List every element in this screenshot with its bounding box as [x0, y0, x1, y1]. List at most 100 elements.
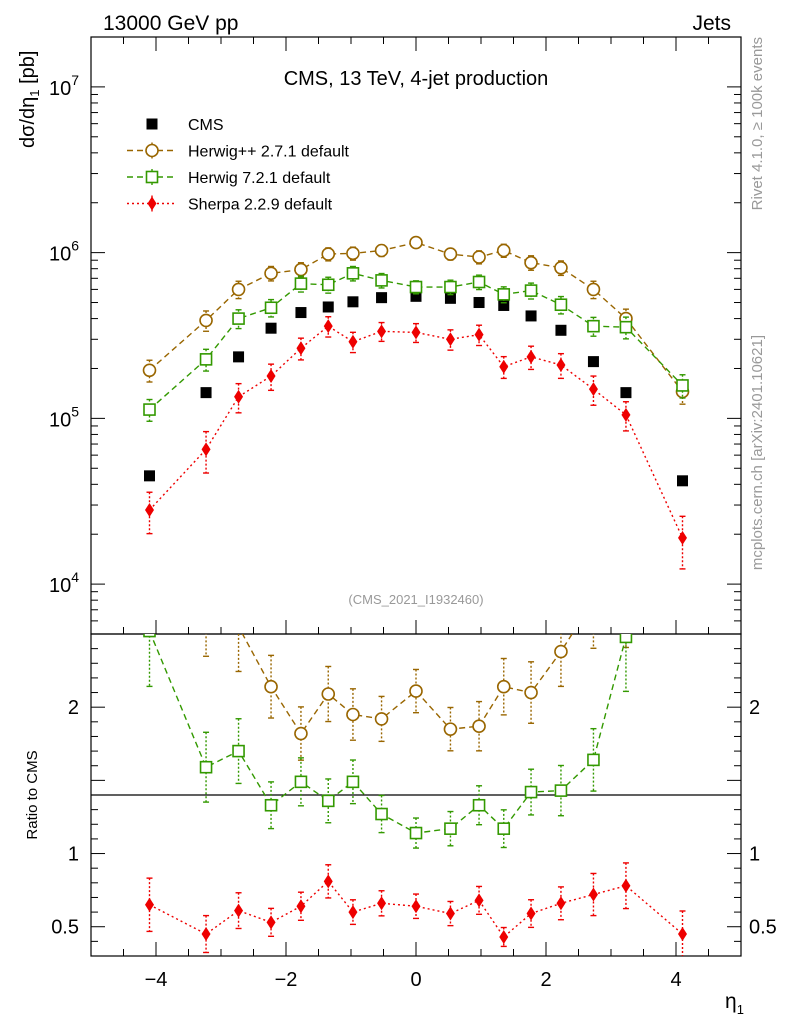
data-point-cms	[265, 322, 277, 334]
ratio-point-hpp	[233, 621, 245, 633]
x-tick-label: −4	[145, 969, 168, 991]
series-line-h7	[149, 272, 684, 411]
data-point-hpp	[294, 262, 308, 277]
ratio-error-bar-hpp	[235, 634, 242, 673]
ratio-point-hpp	[346, 707, 360, 722]
error-bar-hpp	[146, 359, 153, 383]
data-point-h7	[554, 298, 568, 312]
series-layer	[142, 235, 690, 956]
data-point-h7	[472, 275, 486, 289]
legend-label-hpp: Herwig++ 2.7.1 default	[188, 144, 350, 161]
legend-label-h7: Herwig 7.2.1 default	[188, 170, 331, 187]
data-point-hpp	[496, 243, 511, 258]
ratio-point-sherpa	[377, 896, 387, 911]
data-point-h7	[524, 284, 538, 297]
ratio-point-hpp	[443, 722, 458, 736]
ratio-point-sherpa	[445, 906, 455, 921]
header-right-label: Jets	[692, 12, 731, 35]
ratio-point-h7	[346, 775, 360, 789]
data-point-h7	[143, 403, 156, 416]
data-point-sherpa	[201, 442, 211, 457]
error-bar-sherpa	[622, 401, 629, 432]
data-point-hpp	[374, 243, 389, 258]
data-point-sherpa	[474, 327, 484, 342]
data-point-cms	[347, 296, 359, 308]
ratio-point-sherpa	[588, 887, 598, 902]
ratio-point-hpp	[374, 712, 389, 726]
ratio-point-sherpa	[621, 878, 631, 893]
data-point-h7	[264, 301, 278, 315]
x-tick-label: 2	[540, 969, 551, 991]
svg-text:η1: η1	[725, 990, 744, 1017]
data-point-hpp	[264, 266, 278, 281]
axis-ticks: −4 −2 0 2 4 104 105 106 107 0.5 0.5 1 1 2 2	[49, 36, 777, 991]
series-cms	[144, 290, 688, 487]
data-point-hpp	[472, 250, 486, 264]
svg-text:dσ/dη1 [pb]: dσ/dη1 [pb]	[17, 51, 42, 148]
ratio-point-sherpa	[499, 929, 509, 944]
ratio-point-sherpa	[474, 893, 484, 908]
ratio-error-bar-hpp	[622, 634, 629, 649]
data-point-cms	[322, 301, 334, 313]
y-tick-label: 105	[49, 403, 79, 431]
data-point-sherpa	[678, 530, 687, 545]
x-axis-label: η1	[725, 990, 744, 1017]
ratio-point-hpp	[587, 594, 599, 606]
data-point-sherpa	[348, 334, 358, 349]
data-point-h7	[619, 320, 633, 334]
legend-item-cms: CMS	[146, 117, 224, 134]
data-point-sherpa	[377, 324, 387, 339]
mcplots-label: mcplots.cern.ch [arXiv:2401.10621]	[749, 335, 766, 570]
ratio-error-bar-h7	[297, 757, 304, 807]
ratio-error-bar-hpp	[528, 661, 535, 724]
data-point-h7	[444, 280, 457, 294]
legend-item-sherpa: Sherpa 2.2.9 default	[127, 195, 333, 214]
y-tick-label: 107	[49, 72, 79, 100]
data-point-cms	[555, 324, 567, 336]
ratio-tick-label: 1	[749, 844, 760, 866]
x-tick-label: 0	[410, 969, 421, 991]
data-point-hpp	[321, 247, 336, 261]
data-point-h7	[375, 274, 388, 287]
ratio-point-h7	[524, 785, 538, 799]
ratio-line-h7	[149, 634, 628, 834]
ratio-point-hpp	[620, 584, 632, 596]
error-bar-hpp	[203, 310, 210, 332]
data-point-h7	[199, 353, 213, 366]
ratio-error-bar-hpp	[378, 695, 385, 743]
data-point-sherpa	[621, 407, 631, 422]
ratio-point-sherpa	[145, 897, 154, 912]
legend: CMS Herwig++ 2.7.1 default Herwig 7.2.1 de…	[127, 117, 350, 214]
ratio-point-h7	[472, 798, 486, 812]
ratio-error-bar-hpp	[680, 414, 686, 576]
ratio-point-hpp	[554, 644, 568, 659]
data-point-cms	[376, 292, 388, 304]
y-tick-label: 104	[49, 569, 79, 597]
error-bar-h7	[203, 348, 210, 372]
error-bar-sherpa	[528, 345, 535, 371]
ratio-error-bar-hpp	[325, 665, 332, 723]
data-point-cms	[587, 356, 599, 368]
ratio-point-sherpa	[266, 915, 276, 930]
main-plot-area	[142, 235, 690, 570]
error-bar-sherpa	[235, 382, 242, 414]
ratio-point-h7	[232, 744, 245, 758]
data-point-hpp	[524, 255, 538, 270]
ratio-point-sherpa	[556, 896, 566, 911]
ratio-point-h7	[199, 760, 213, 774]
ratio-point-hpp	[264, 679, 278, 694]
data-point-cms	[498, 299, 510, 311]
data-point-sherpa	[323, 319, 333, 334]
ratio-error-bar-sherpa	[622, 862, 629, 910]
ratio-error-bar-sherpa	[203, 914, 210, 954]
error-bar-sherpa	[476, 324, 483, 347]
legend-marker-cms	[146, 118, 158, 130]
data-point-h7	[321, 278, 335, 292]
data-point-sherpa	[499, 359, 509, 374]
ratio-point-sherpa	[411, 899, 421, 914]
ratio-tick-label: 0.5	[51, 917, 79, 939]
legend-label-cms: CMS	[188, 117, 224, 134]
data-point-sherpa	[411, 325, 421, 340]
data-point-hpp	[554, 260, 568, 275]
